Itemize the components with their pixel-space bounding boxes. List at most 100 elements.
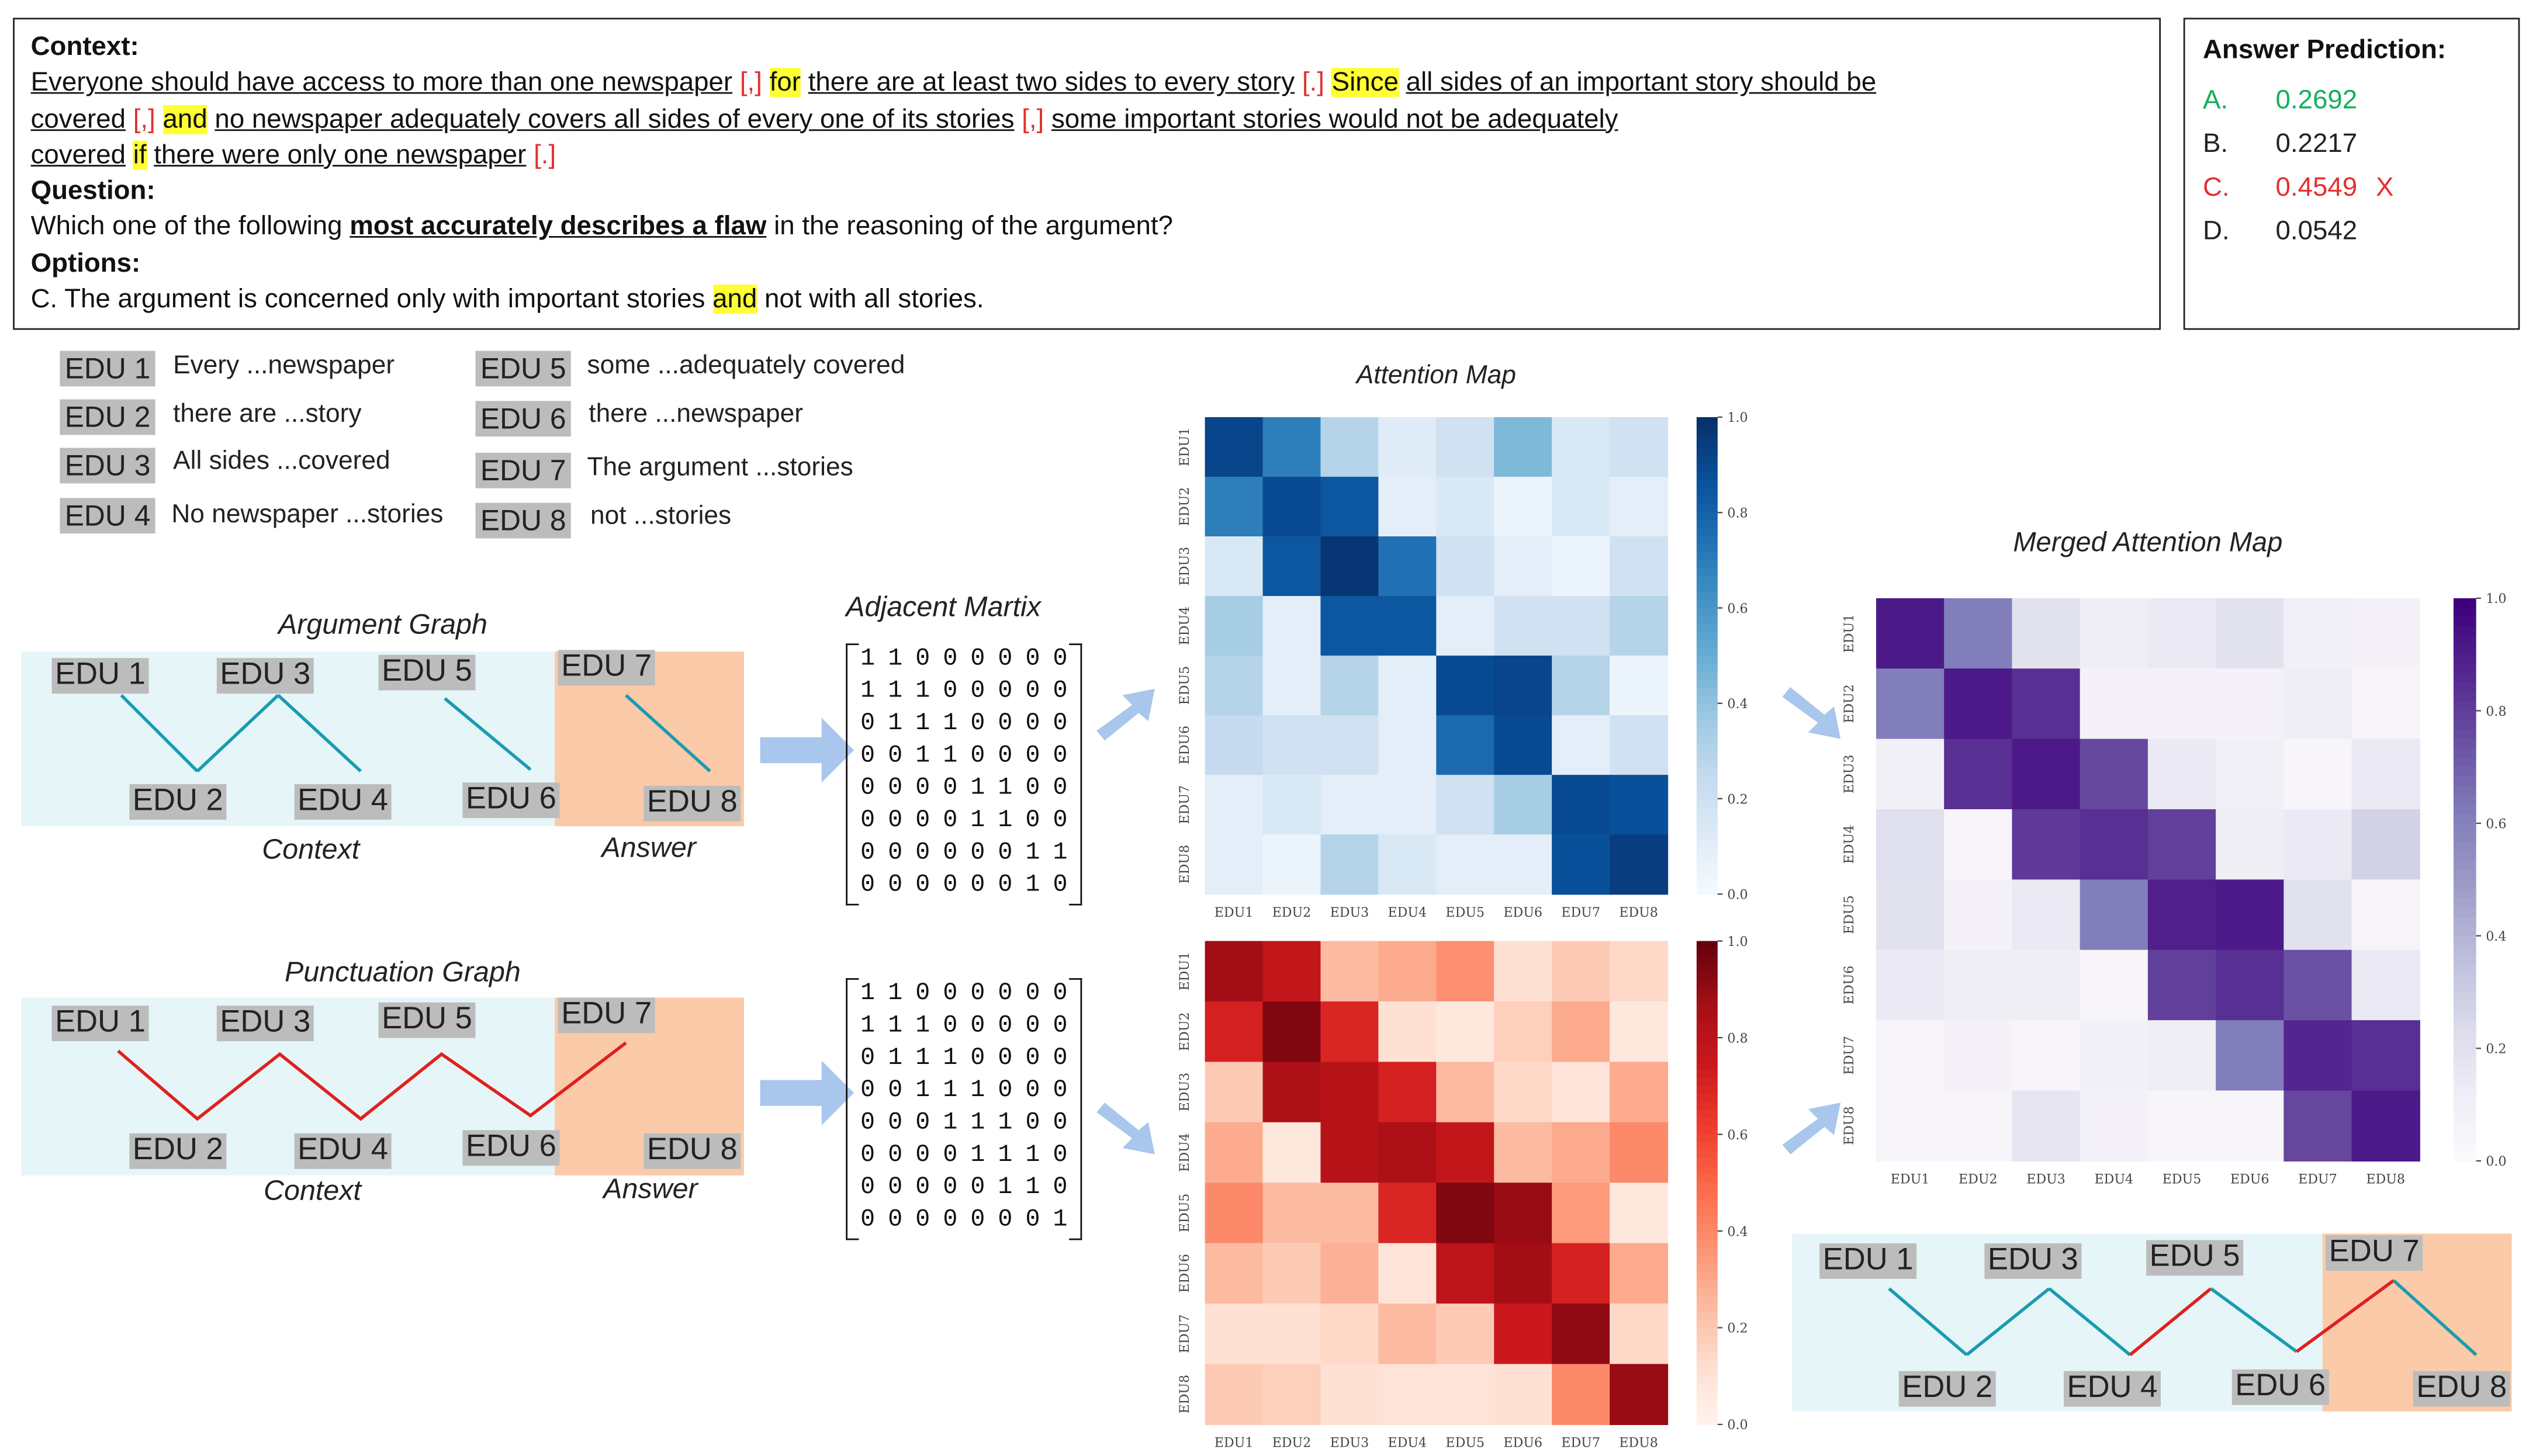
heatmap-cell — [1436, 715, 1495, 776]
colorbar-segment — [1696, 727, 1718, 736]
heatmap-cell — [1552, 941, 1611, 1003]
colorbar-segment — [1696, 568, 1718, 577]
colorbar-segment — [1696, 1174, 1718, 1184]
colorbar-segment — [1696, 1247, 1718, 1256]
heatmap-cell — [1436, 1304, 1495, 1365]
heatmap-cell — [1378, 1183, 1437, 1244]
colorbar-segment — [1696, 1183, 1718, 1192]
colorbar-segment — [2453, 833, 2476, 843]
heatmap-cell — [1944, 879, 2013, 951]
colorbar-segment — [1696, 711, 1718, 720]
colorbar-segment — [1696, 767, 1718, 776]
colorbar-segment — [2453, 963, 2476, 975]
graph-node: EDU 3 — [216, 658, 314, 694]
heatmap-cell — [2012, 1090, 2081, 1162]
colorbar-segment — [1696, 1038, 1718, 1047]
argument-graph-title: Argument Graph — [278, 608, 487, 640]
colorbar-segment — [2453, 626, 2476, 637]
answer-title: Answer Prediction: — [2202, 35, 2447, 65]
colorbar-segment — [1696, 1287, 1718, 1296]
colorbar-segment — [1696, 656, 1718, 665]
context-segment: [,] — [133, 104, 155, 134]
colorbar-segment — [2453, 1095, 2476, 1105]
colorbar-segment — [1696, 1102, 1718, 1111]
heatmap-cell — [1944, 739, 2013, 810]
matrix-row: 0 0 0 0 1 1 0 0 — [860, 774, 1067, 802]
edu-legend-desc: Every ...newspaper — [173, 352, 395, 380]
colorbar-tick: 0.0 — [1727, 1417, 1748, 1433]
colorbar-segment — [1696, 456, 1718, 466]
wrong-mark: X — [2376, 173, 2394, 202]
heatmap-cell — [1552, 1243, 1611, 1305]
heatmap-y-tick: EDU7 — [1177, 785, 1192, 824]
colorbar-segment — [1696, 576, 1718, 585]
colorbar-segment — [1696, 639, 1718, 649]
heatmap-cell — [1436, 941, 1495, 1003]
heatmap-x-tick: EDU3 — [1330, 905, 1369, 920]
heatmap-cell — [2351, 809, 2420, 880]
colorbar-tick: 0.8 — [1727, 506, 1748, 521]
matrix-row: 1 1 0 0 0 0 0 0 — [860, 645, 1067, 673]
heatmap-cell — [1436, 417, 1495, 478]
heatmap-cell — [2012, 598, 2081, 670]
colorbar-segment — [1696, 1336, 1718, 1345]
graph-node: EDU 8 — [643, 785, 741, 821]
colorbar-segment — [2453, 954, 2476, 965]
heatmap-cell — [2351, 668, 2420, 740]
arrow-arg-to-matrix — [760, 717, 854, 783]
heatmap-cell — [1205, 775, 1264, 836]
heatmap-cell — [1944, 1090, 2013, 1162]
colorbar-tick: 0.8 — [1727, 1031, 1748, 1046]
heatmap-cell — [1378, 417, 1437, 478]
context-segment: no newspaper adequately covers all sides… — [214, 104, 1015, 134]
colorbar-segment — [1696, 599, 1718, 609]
colorbar-segment — [1696, 719, 1718, 728]
colorbar-segment — [1696, 623, 1718, 633]
heatmap-x-tick: EDU8 — [2366, 1172, 2405, 1187]
heatmap-cell — [1610, 596, 1669, 657]
colorbar-segment — [1696, 1368, 1718, 1377]
colorbar-segment — [1696, 1263, 1718, 1273]
context-segment: covered — [30, 104, 126, 134]
heatmap-cell — [1262, 656, 1321, 716]
heatmap-cell — [1552, 1304, 1611, 1365]
heatmap-cell — [1262, 1364, 1321, 1426]
colorbar-segment — [2453, 673, 2476, 684]
colorbar-segment — [2453, 1076, 2476, 1087]
colorbar-segment — [1696, 488, 1718, 498]
heatmap-cell — [1552, 1122, 1611, 1184]
matrix-title: Adjacent Martix — [846, 590, 1042, 623]
matrix-row: 0 0 0 0 1 1 0 0 — [860, 806, 1067, 834]
colorbar-segment — [1696, 1295, 1718, 1305]
colorbar-segment — [1696, 965, 1718, 975]
colorbar-segment — [1696, 608, 1718, 617]
context-segment: for — [769, 68, 801, 98]
colorbar-segment — [1696, 997, 1718, 1007]
heatmap-cell — [1552, 1001, 1611, 1063]
colorbar-segment — [2453, 636, 2476, 646]
heatmap-cell — [1552, 476, 1611, 538]
heatmap-cell — [1436, 775, 1495, 836]
heatmap-cell — [1494, 1183, 1553, 1244]
heatmap-y-tick: EDU4 — [1177, 1133, 1192, 1172]
heatmap-cell — [2216, 1020, 2285, 1091]
arrow-matrix-to-red — [1096, 1103, 1155, 1155]
answer-letter: C. — [2202, 173, 2230, 202]
heatmap-x-tick: EDU1 — [1215, 905, 1254, 920]
merged-edge-3-4 — [2048, 1287, 2132, 1357]
heatmap-cell — [1610, 536, 1669, 597]
colorbar-tick: 0.4 — [2486, 929, 2506, 944]
colorbar-segment — [1696, 536, 1718, 546]
colorbar-segment — [2453, 692, 2476, 702]
heatmap-cell — [1610, 476, 1669, 538]
colorbar-segment — [1696, 1062, 1718, 1071]
context-segment: and — [162, 104, 207, 134]
heatmap-cell — [2351, 739, 2420, 810]
colorbar-segment — [1696, 1384, 1718, 1393]
matrix-bracket-left — [846, 978, 859, 1240]
heatmap-cell — [1378, 1243, 1437, 1305]
heatmap-cell — [1552, 834, 1611, 895]
heatmap-cell — [1552, 775, 1611, 836]
heatmap-cell — [1436, 536, 1495, 597]
colorbar-segment — [2453, 1132, 2476, 1143]
